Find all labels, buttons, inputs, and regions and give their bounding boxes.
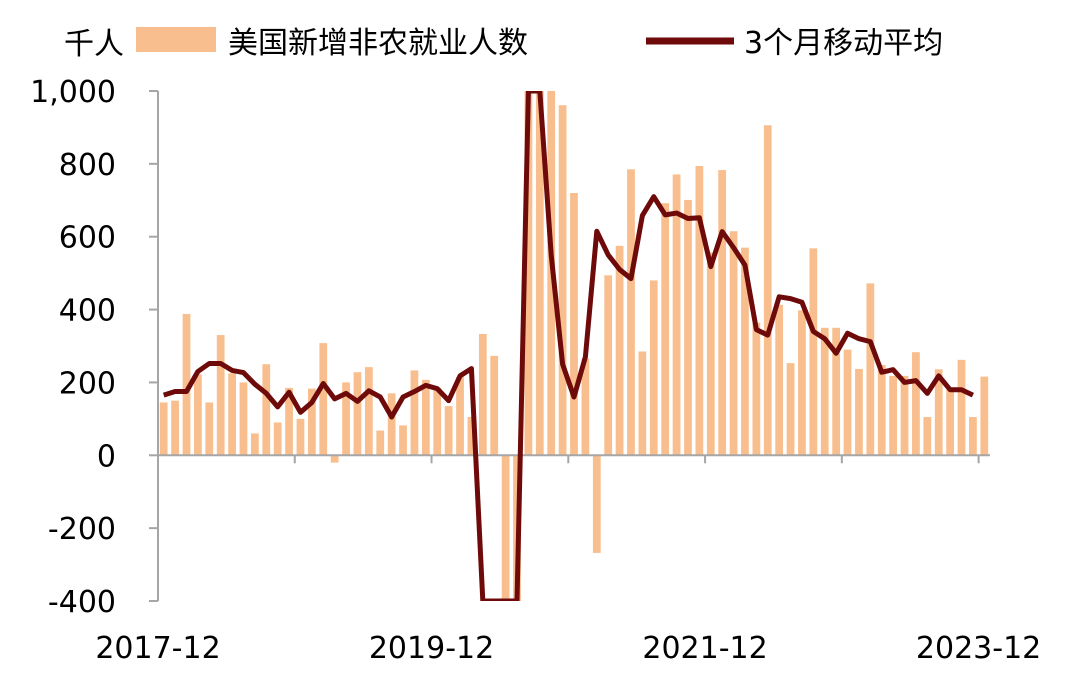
y-tick-label: 0 xyxy=(97,439,116,474)
bar xyxy=(775,304,784,456)
bar xyxy=(433,387,442,456)
bar xyxy=(296,418,305,456)
bar xyxy=(285,387,293,456)
bar xyxy=(387,393,396,456)
bar xyxy=(741,247,749,456)
bar xyxy=(786,363,795,456)
y-tick-label: 1,000 xyxy=(30,75,116,110)
bars-layer xyxy=(159,91,989,601)
bar xyxy=(205,402,214,456)
bar xyxy=(946,389,954,456)
bar xyxy=(444,406,453,456)
bar xyxy=(672,174,681,456)
bar xyxy=(501,455,510,601)
bar xyxy=(399,425,407,456)
bar xyxy=(592,455,601,553)
bar xyxy=(763,125,772,456)
bar xyxy=(820,327,829,456)
bar xyxy=(410,370,419,456)
bar xyxy=(615,245,624,456)
bar xyxy=(718,170,727,456)
bar xyxy=(171,400,179,456)
moving-average-line xyxy=(162,91,974,601)
bar xyxy=(706,252,715,456)
legend-bar-swatch xyxy=(136,27,216,52)
bar xyxy=(855,368,863,456)
bar xyxy=(307,388,316,456)
x-tick-label: 2023-12 xyxy=(916,631,1041,666)
bar xyxy=(182,313,191,456)
bar xyxy=(957,359,966,456)
bar xyxy=(900,375,909,456)
bar xyxy=(695,166,704,456)
bar xyxy=(570,193,578,456)
x-tick-label: 2021-12 xyxy=(642,631,767,666)
bar xyxy=(980,376,989,456)
bar xyxy=(661,203,670,456)
bar xyxy=(889,375,897,456)
axes-layer xyxy=(149,90,990,602)
bar xyxy=(729,231,738,456)
bar xyxy=(216,335,225,456)
y-tick-label: -400 xyxy=(48,585,116,620)
y-tick-label: 800 xyxy=(59,148,116,183)
bar xyxy=(330,455,339,463)
legend-bar-label: 美国新增非农就业人数 xyxy=(228,26,528,61)
bar xyxy=(342,382,350,456)
bar xyxy=(376,430,385,456)
bar xyxy=(319,343,328,456)
bar xyxy=(490,355,499,456)
bar xyxy=(478,333,487,456)
bar xyxy=(273,422,282,456)
bar xyxy=(843,349,852,456)
bar xyxy=(262,364,271,456)
bar xyxy=(535,91,544,456)
labels-layer: 千人 -400 -200 0 200 400 600 800 1,000 2017-12 2019… xyxy=(30,27,1041,666)
bar xyxy=(649,280,658,456)
bar xyxy=(159,402,168,456)
legend-line-label: 3个月移动平均 xyxy=(744,26,943,61)
bar xyxy=(912,352,920,456)
bar xyxy=(456,376,464,456)
line-layer xyxy=(162,91,974,601)
bar xyxy=(934,369,943,456)
x-tick-label: 2017-12 xyxy=(95,631,220,666)
bar xyxy=(228,373,236,456)
y-tick-label: 600 xyxy=(59,221,116,256)
legend: 美国新增非农就业人数 3个月移动平均 xyxy=(136,26,943,61)
bar xyxy=(467,417,476,456)
bar xyxy=(969,417,977,456)
y-tick-label: 200 xyxy=(59,366,116,401)
bar xyxy=(364,367,373,456)
bar xyxy=(638,351,647,456)
bar xyxy=(809,248,818,456)
bar xyxy=(752,322,761,456)
y-tick-label: -200 xyxy=(48,512,116,547)
bar xyxy=(832,327,841,456)
bar xyxy=(684,199,692,456)
bar xyxy=(251,433,259,456)
bar xyxy=(194,374,202,456)
bar xyxy=(353,372,362,456)
bar xyxy=(866,283,875,456)
bar xyxy=(558,105,567,456)
bar xyxy=(239,382,248,456)
bar xyxy=(421,379,430,456)
bar xyxy=(627,169,635,456)
bar xyxy=(524,91,533,456)
x-tick-label: 2019-12 xyxy=(369,631,494,666)
bar xyxy=(581,358,590,456)
bar xyxy=(798,310,806,456)
y-tick-label: 400 xyxy=(59,294,116,329)
y-unit-label: 千人 xyxy=(64,27,124,62)
bar xyxy=(604,275,613,456)
bar xyxy=(877,364,886,456)
bar xyxy=(923,417,932,456)
